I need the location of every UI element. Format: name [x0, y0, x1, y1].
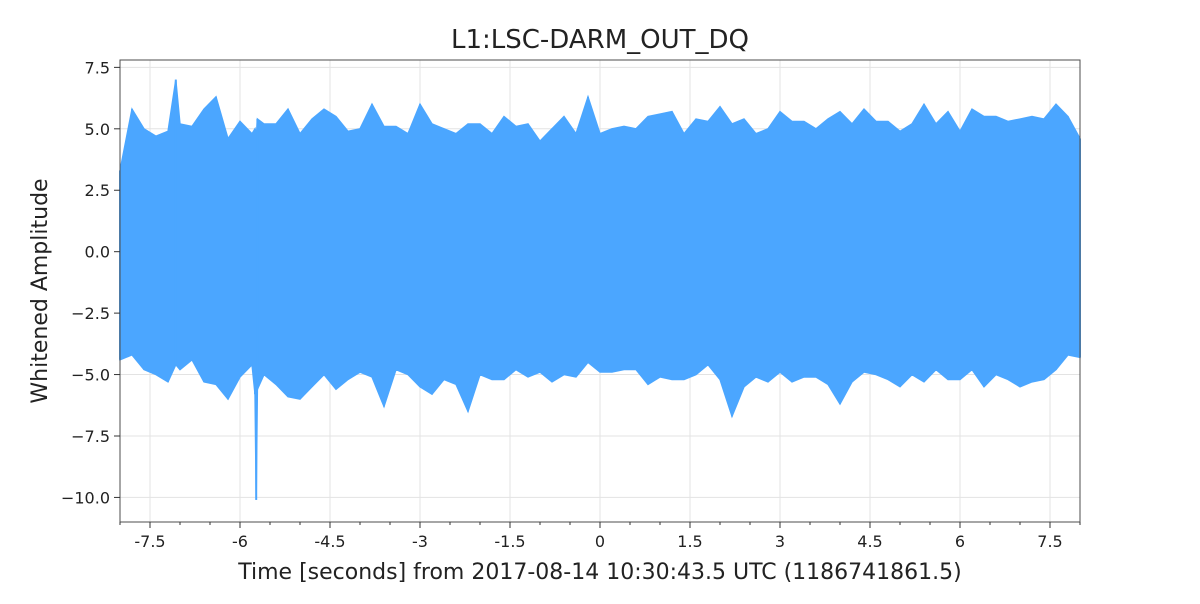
- x-axis-label: Time [seconds] from 2017-08-14 10:30:43.…: [237, 560, 961, 585]
- x-tick-label: -6: [232, 532, 248, 551]
- x-tick-label: -7.5: [134, 532, 165, 551]
- x-tick-label: 1.5: [677, 532, 702, 551]
- x-tick-label: -1.5: [494, 532, 525, 551]
- y-tick-label: 0.0: [85, 243, 110, 262]
- x-tick-label: -4.5: [314, 532, 345, 551]
- y-tick-label: −2.5: [71, 304, 110, 323]
- x-tick-label: -3: [412, 532, 428, 551]
- x-tick-label: 4.5: [857, 532, 882, 551]
- y-tick-label: 2.5: [85, 181, 110, 200]
- chart-title: L1:LSC-DARM_OUT_DQ: [451, 25, 749, 55]
- data-series: [119, 79, 1081, 500]
- y-tick-label: −7.5: [71, 427, 110, 446]
- y-tick-label: 7.5: [85, 58, 110, 77]
- y-axis-label: Whitened Amplitude: [28, 178, 53, 403]
- x-tick-label: 3: [775, 532, 785, 551]
- x-tick-label: 6: [955, 532, 965, 551]
- x-tick-label: 0: [595, 532, 605, 551]
- axes: -7.5 -6 -4.5 -3 -1.5 0 1.5 3 4.5 6 7.5 7.5 5.0 2.5 0.0…: [61, 58, 1081, 551]
- x-tick-label: 7.5: [1037, 532, 1062, 551]
- y-tick-label: −5.0: [71, 366, 110, 385]
- y-tick-label: −10.0: [61, 488, 110, 507]
- y-tick-label: 5.0: [85, 120, 110, 139]
